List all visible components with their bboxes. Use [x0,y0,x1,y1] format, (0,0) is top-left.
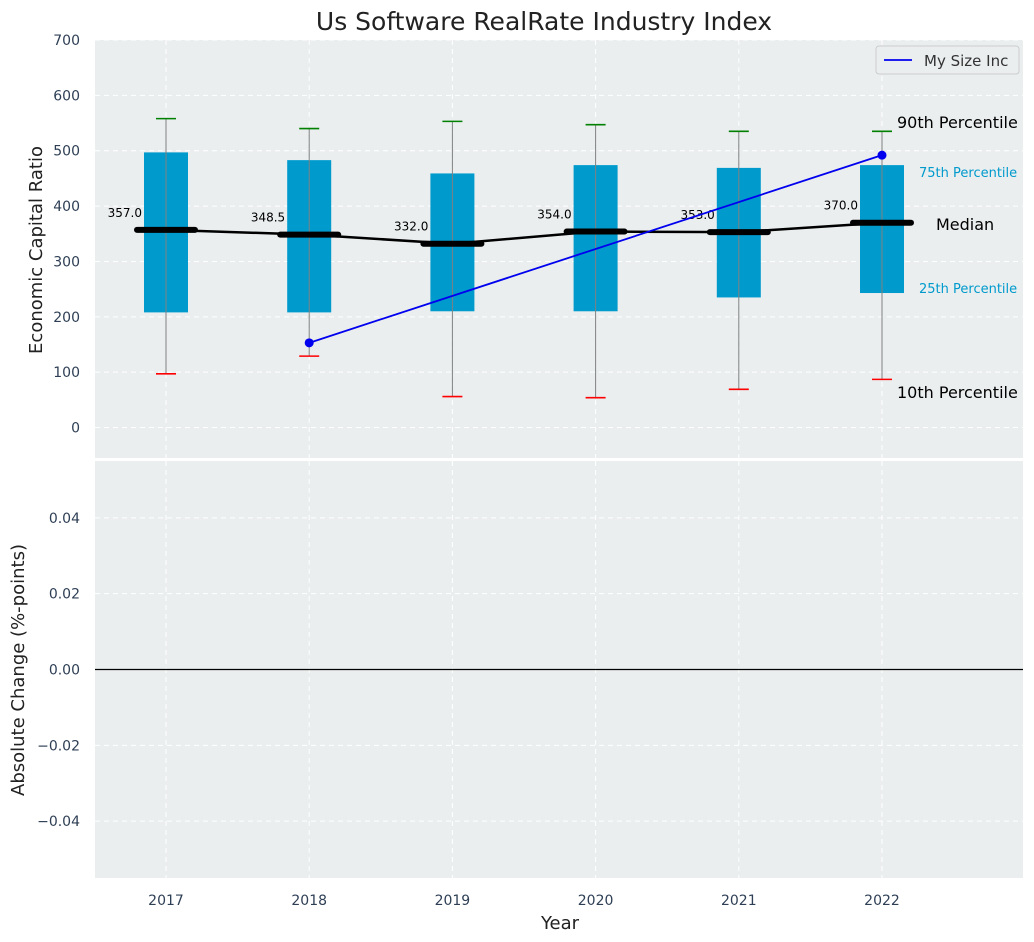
bottom-y-axis-label: Absolute Change (%-points) [8,544,29,796]
median-value-label: 354.0 [537,208,571,222]
bottom-panel-y-ticks: −0.04 −0.02 0.00 0.02 0.04 [37,511,80,830]
chart-title: Us Software RealRate Industry Index [316,7,772,36]
y-tick-label: 0.02 [49,587,80,603]
top-y-axis-label: Economic Capital Ratio [26,146,47,354]
y-tick-label: −0.04 [37,814,80,830]
legend: My Size Inc [875,45,1020,75]
x-tick-label: 2019 [435,893,471,909]
y-tick-label: 0.00 [49,663,80,679]
top-panel-y-ticks: 0 100 200 300 400 500 600 700 [53,33,80,437]
y-tick-label: 300 [53,254,80,270]
legend-box [875,45,1020,75]
median-value-label: 357.0 [108,206,142,220]
y-tick-label: 0.04 [49,511,80,527]
annotation-p90: 90th Percentile [897,113,1018,132]
legend-label: My Size Inc [924,52,1008,70]
annotation-median: Median [936,215,994,234]
series-point [877,150,887,160]
annotation-p75: 75th Percentile [919,166,1017,181]
y-tick-label: 500 [53,144,80,160]
y-tick-label: 600 [53,88,80,104]
x-ticks: 2017 2018 2019 2020 2021 2022 [148,893,900,909]
series-line [308,154,883,344]
median-trend-line [165,221,883,245]
annotation-p25: 25th Percentile [919,282,1017,297]
median-value-label: 370.0 [824,199,858,213]
y-tick-label: 700 [53,33,80,49]
box-2022: 370.0 [824,130,914,381]
series-point [304,338,314,348]
median-value-label: 332.0 [394,220,428,234]
median-line-group [165,221,883,245]
x-tick-label: 2020 [578,893,614,909]
y-tick-label: 200 [53,310,80,326]
my-size-series-group [304,150,887,348]
y-tick-label: −0.02 [37,738,80,754]
y-tick-label: 0 [71,421,80,437]
y-tick-label: 400 [53,199,80,215]
box-2020: 354.0 [537,123,628,399]
y-tick-label: 100 [53,365,80,381]
box-2017: 357.0 [108,117,198,375]
x-tick-label: 2022 [864,893,900,909]
x-tick-label: 2018 [291,893,327,909]
x-tick-label: 2017 [148,893,184,909]
x-tick-label: 2021 [721,893,757,909]
median-value-label: 348.5 [251,211,285,225]
annotation-p10: 10th Percentile [897,383,1018,402]
x-axis-label: Year [540,913,580,934]
